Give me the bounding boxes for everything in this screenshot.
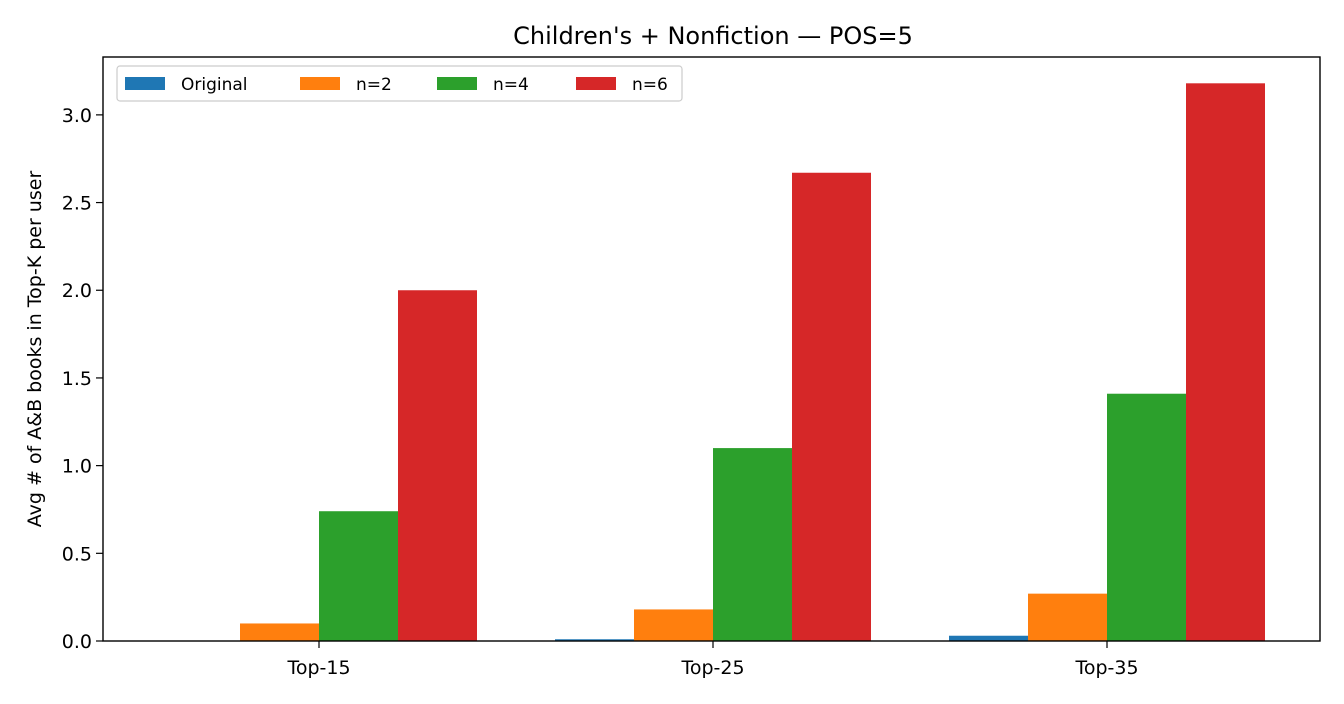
- legend-swatch: [300, 77, 340, 90]
- y-tick-label: 0.5: [62, 543, 92, 565]
- x-axis: Top-15 Top-25 Top-35: [286, 641, 1139, 679]
- bar-n6-top-25: [792, 172, 871, 641]
- y-tick-label: 2.0: [62, 280, 92, 302]
- bar-original-top-35: [949, 635, 1028, 641]
- legend-swatch: [125, 77, 165, 90]
- x-tick-label: Top-35: [1074, 657, 1138, 679]
- bar-original-top-25: [555, 639, 634, 641]
- bar-n4-top-25: [713, 448, 792, 641]
- bar-n6-top-15: [398, 290, 477, 641]
- y-axis-label: Avg # of A&B books in Top-K per user: [24, 171, 46, 528]
- x-tick-label: Top-15: [286, 657, 350, 679]
- y-tick-label: 1.5: [62, 368, 92, 390]
- legend-entry-label: Original: [181, 75, 248, 95]
- bar-n4-top-35: [1107, 393, 1186, 641]
- bar-n6-top-35: [1186, 83, 1265, 642]
- y-axis: 0.0 0.5 1.0 1.5 2.0 2.5 3.0: [62, 105, 103, 653]
- y-tick-label: 0.0: [62, 631, 92, 653]
- legend-swatch: [576, 77, 616, 90]
- bar-n4-top-15: [319, 511, 398, 641]
- bar-n2-top-35: [1028, 593, 1107, 641]
- bar-n2-top-15: [240, 623, 319, 641]
- legend-box: [116, 65, 683, 102]
- bar-n2-top-25: [634, 609, 713, 641]
- legend: Original n=2 n=4 n=6: [116, 65, 683, 102]
- legend-swatch: [437, 77, 477, 90]
- legend-entry-label: n=4: [493, 75, 529, 95]
- bars-group: [240, 83, 1265, 642]
- chart-title: Children's + Nonfiction — POS=5: [513, 22, 913, 50]
- y-tick-label: 3.0: [62, 105, 92, 127]
- y-tick-label: 1.0: [62, 456, 92, 478]
- plot-frame: [102, 56, 1321, 642]
- x-tick-label: Top-25: [680, 657, 744, 679]
- legend-entry-label: n=6: [632, 75, 668, 95]
- legend-entry-label: n=2: [356, 75, 392, 95]
- y-tick-label: 2.5: [62, 193, 92, 215]
